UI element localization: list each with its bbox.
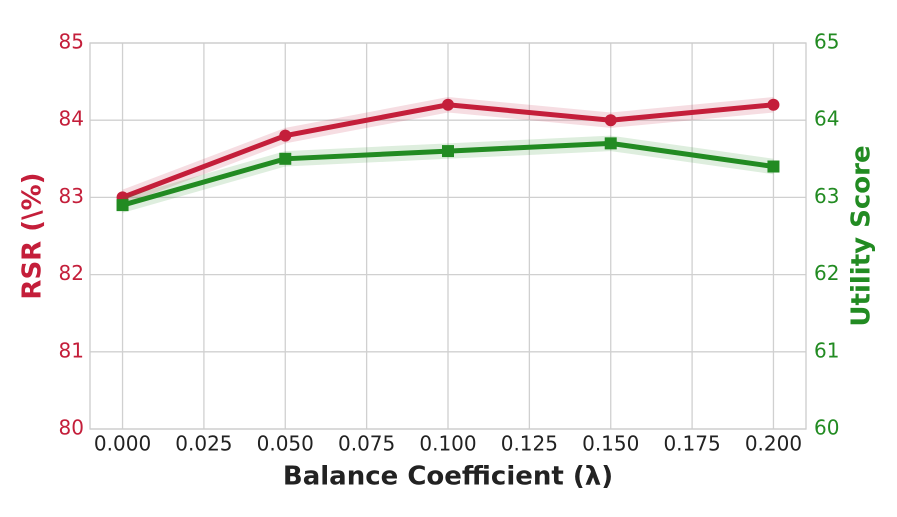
x-tick-label: 0.200 [745,432,802,456]
marker [279,129,292,142]
y-tick-label: 82 [59,261,84,285]
y2-tick-label: 64 [814,107,839,131]
marker [442,98,454,111]
x-tick-label: 0.075 [338,432,395,456]
marker [116,199,129,212]
y2-tick-label: 65 [814,30,839,54]
x-tick-label: 0.175 [663,432,720,456]
marker [279,152,292,165]
x-tick-label: 0.025 [175,432,232,456]
marker [767,98,780,111]
y2-axis-label: Utility Score [847,145,877,326]
y2-tick-label: 63 [814,184,839,208]
x-axis-label: Balance Coefficient (λ) [283,462,613,492]
y2-tick-label: 62 [814,261,839,285]
x-tick-label: 0.000 [94,432,151,456]
y-tick-label: 80 [59,416,84,440]
marker [604,137,617,150]
x-tick-label: 0.100 [419,432,476,456]
marker [604,114,617,127]
y2-tick-label: 60 [814,416,839,440]
y2-tick-label: 61 [814,338,839,362]
y-tick-label: 81 [59,338,84,362]
y-tick-label: 84 [59,107,84,131]
x-tick-label: 0.125 [501,432,558,456]
y-tick-label: 83 [59,184,84,208]
marker [767,160,780,173]
y-tick-label: 85 [59,30,84,54]
y-axis-label: RSR (\%) [18,172,48,299]
marker [442,145,454,158]
x-tick-label: 0.050 [257,432,314,456]
plot-frame [89,42,807,430]
x-tick-label: 0.150 [582,432,639,456]
